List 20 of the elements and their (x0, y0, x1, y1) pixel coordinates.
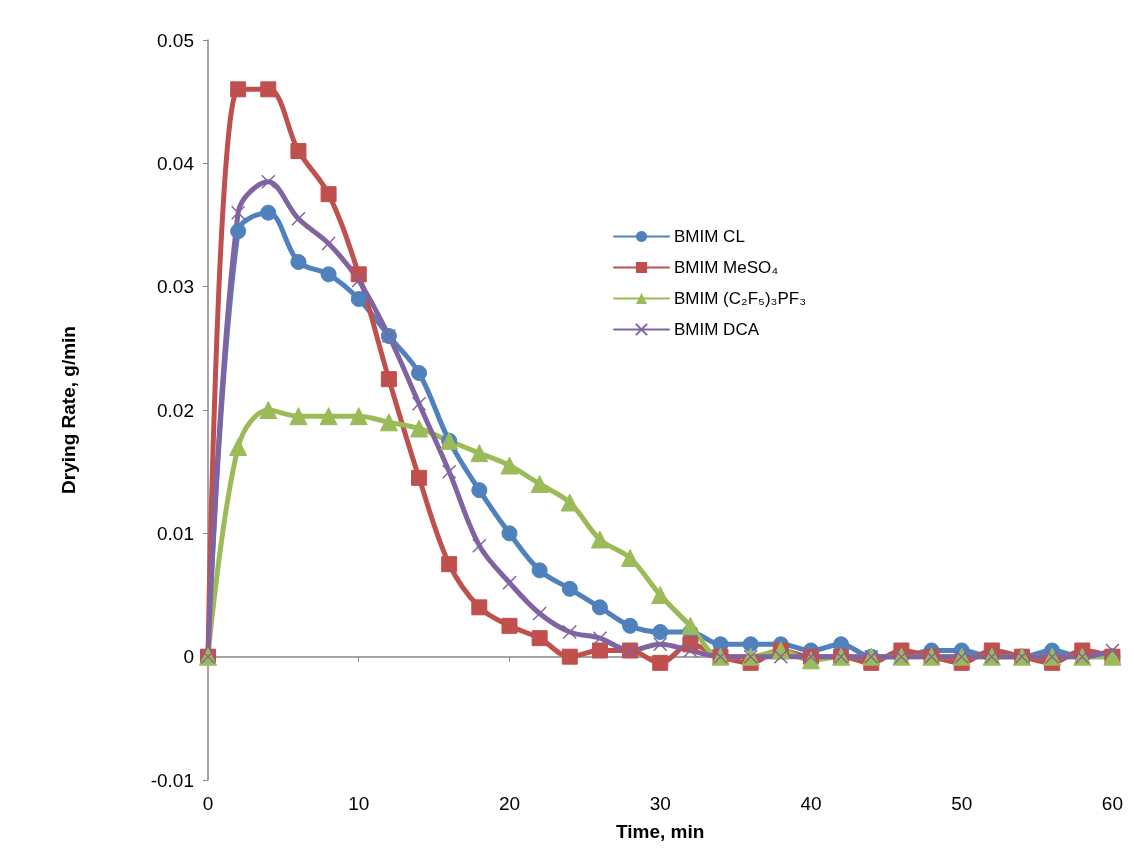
legend-label: BMIM MeSO₄ (674, 258, 779, 277)
y-axis-title: Drying Rate, g/min (58, 326, 79, 494)
x-tick-label: 30 (649, 793, 671, 814)
x-tick-label: 40 (800, 793, 822, 814)
y-tick-label: 0.05 (157, 29, 194, 51)
y-tick-label: 0.04 (157, 152, 195, 174)
legend-label: BMIM (C₂F₅)₃PF₃ (674, 289, 807, 308)
y-tick-label: 0.01 (157, 522, 194, 544)
y-tick-label: -0.01 (150, 769, 194, 791)
x-tick-label: 60 (1101, 793, 1123, 814)
y-tick-label: 0.02 (157, 399, 194, 421)
x-tick-label: 50 (951, 793, 973, 814)
x-tick-label: 20 (498, 793, 521, 814)
x-axis-title: Time, min (616, 821, 705, 842)
legend-label: BMIM CL (674, 227, 745, 246)
y-tick-label: 0.03 (157, 276, 194, 298)
x-tick-label: 10 (348, 793, 370, 814)
legend-label: BMIM DCA (674, 320, 760, 339)
x-tick-label: 0 (202, 793, 214, 814)
y-tick-label: 0 (183, 646, 194, 668)
